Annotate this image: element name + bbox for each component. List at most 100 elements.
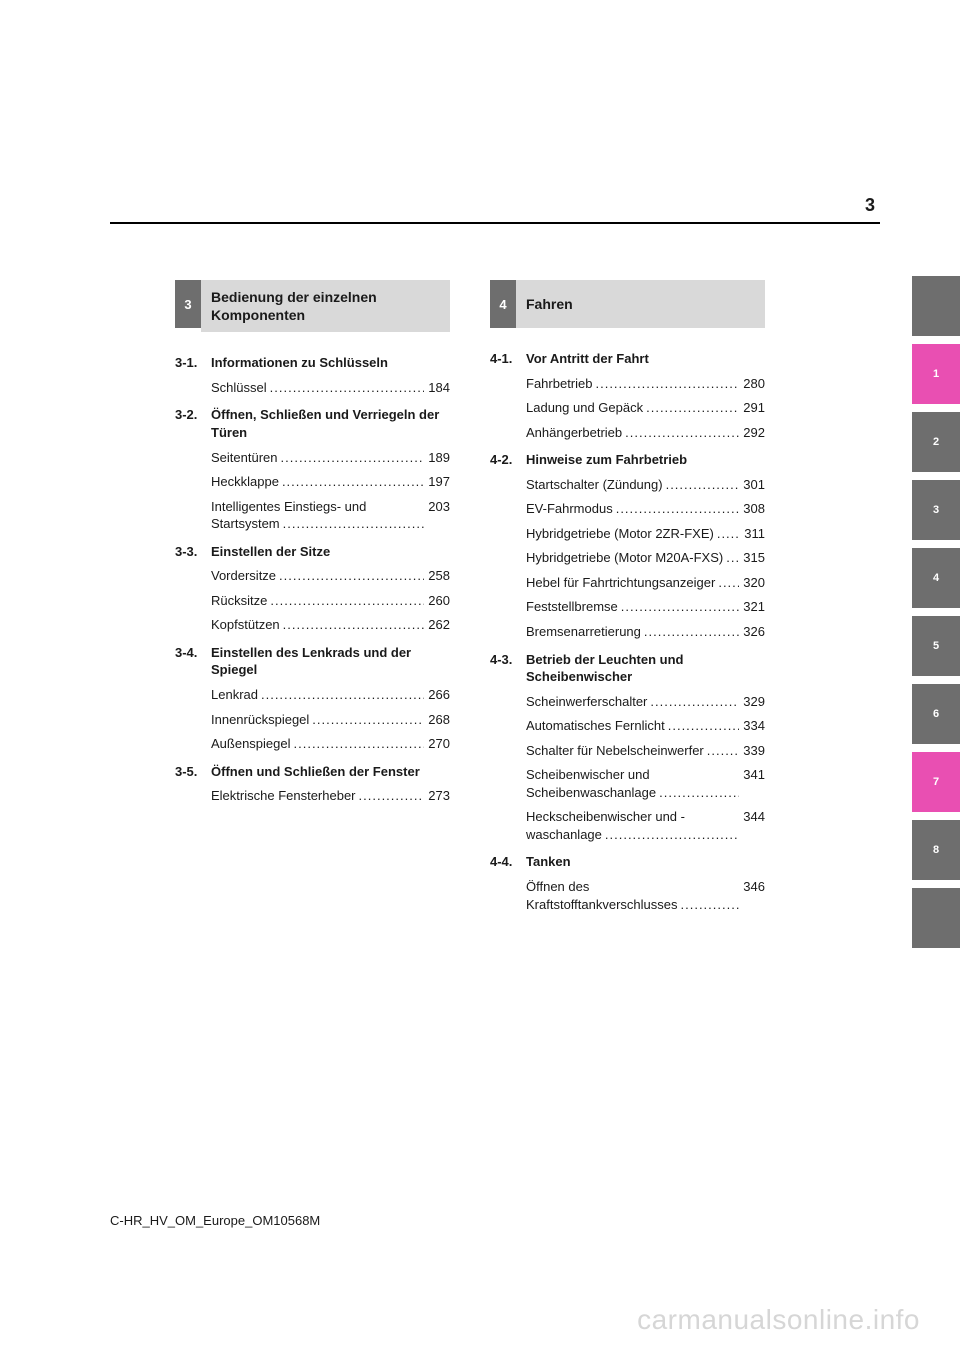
toc-entry-label: Scheibenwischer und Scheibenwaschanlage — [526, 766, 739, 801]
toc-entry-label: Anhängerbetrieb — [526, 424, 739, 442]
toc-entry[interactable]: Intelligentes Einstiegs- und Startsystem… — [211, 498, 450, 533]
section-number: 4-2. — [490, 451, 526, 469]
side-tab[interactable]: 8 — [912, 820, 960, 880]
toc-entry-page: 203 — [424, 498, 450, 533]
toc-entry[interactable]: Anhängerbetrieb292 — [526, 424, 765, 442]
toc-entry[interactable]: Schlüssel184 — [211, 379, 450, 397]
toc-entry[interactable]: Innenrückspiegel268 — [211, 711, 450, 729]
toc-entry-page: 326 — [739, 623, 765, 641]
toc-entry[interactable]: Startschalter (Zündung)301 — [526, 476, 765, 494]
toc-entry[interactable]: Rücksitze260 — [211, 592, 450, 610]
side-tab[interactable]: 6 — [912, 684, 960, 744]
toc-entry[interactable]: Lenkrad266 — [211, 686, 450, 704]
toc-entry[interactable]: Außenspiegel270 — [211, 735, 450, 753]
section-number: 4-4. — [490, 853, 526, 871]
toc-entry-page: 197 — [424, 473, 450, 491]
toc-entry-page: 321 — [739, 598, 765, 616]
section-heading: 4-2.Hinweise zum Fahrbetrieb — [490, 451, 765, 469]
toc-entry-label: Vordersitze — [211, 567, 424, 585]
toc-entry[interactable]: Seitentüren189 — [211, 449, 450, 467]
toc-entry-page: 311 — [740, 525, 765, 543]
side-tab[interactable]: 7 — [912, 752, 960, 812]
toc-entry-page: 346 — [739, 878, 765, 913]
toc-entry[interactable]: Ladung und Gepäck291 — [526, 399, 765, 417]
toc-entry[interactable]: EV-Fahrmodus308 — [526, 500, 765, 518]
toc-entry-label: Hybridgetriebe (Motor M20A-FXS) — [526, 549, 739, 567]
chapter-number-badge: 3 — [175, 280, 201, 328]
watermark: carmanualsonline.info — [637, 1304, 920, 1336]
side-tab[interactable]: 4 — [912, 548, 960, 608]
toc-section: 4-3.Betrieb der Leuchten und Scheibenwis… — [490, 651, 765, 844]
chapter-header: 4Fahren — [490, 280, 765, 328]
toc-columns: 3Bedienung der einzelnen Komponenten 3-1.… — [175, 280, 765, 921]
toc-entry[interactable]: Feststellbremse321 — [526, 598, 765, 616]
toc-column-right: 4Fahren4-1.Vor Antritt der FahrtFahrbetr… — [490, 280, 765, 921]
toc-section: 3-2.Öffnen, Schließen und Verriegeln der… — [175, 406, 450, 532]
toc-entry[interactable]: Kopfstützen262 — [211, 616, 450, 634]
chapter-title: Bedienung der einzelnen Komponenten — [201, 280, 450, 332]
toc-entry-label: Schalter für Nebelscheinwerfer — [526, 742, 739, 760]
toc-entry-label: Automatisches Fernlicht — [526, 717, 739, 735]
section-title: Tanken — [526, 853, 765, 871]
section-heading: 3-4.Einstellen des Lenkrads und der Spie… — [175, 644, 450, 679]
toc-entry[interactable]: Schalter für Nebelscheinwerfer339 — [526, 742, 765, 760]
header-rule — [110, 222, 880, 224]
toc-entry-page: 344 — [739, 808, 765, 843]
section-number: 3-5. — [175, 763, 211, 781]
toc-section: 3-5.Öffnen und Schließen der Fenster Elek… — [175, 763, 450, 805]
toc-entry-page: 315 — [739, 549, 765, 567]
toc-entry[interactable]: Automatisches Fernlicht334 — [526, 717, 765, 735]
side-tab[interactable]: 3 — [912, 480, 960, 540]
toc-entry[interactable]: Hybridgetriebe (Motor M20A-FXS)315 — [526, 549, 765, 567]
toc-entry[interactable]: Heckscheibenwischer und -waschanlage344 — [526, 808, 765, 843]
side-tab[interactable]: 5 — [912, 616, 960, 676]
side-tab[interactable]: 2 — [912, 412, 960, 472]
section-number: 3-1. — [175, 354, 211, 372]
toc-section: 4-2.Hinweise zum Fahrbetrieb Startschalte… — [490, 451, 765, 640]
toc-entry-label: Bremsenarretierung — [526, 623, 739, 641]
chapter-title: Fahren — [516, 280, 765, 328]
section-number: 3-4. — [175, 644, 211, 679]
section-number: 4-3. — [490, 651, 526, 686]
toc-entry-label: Feststellbremse — [526, 598, 739, 616]
toc-entry-label: Lenkrad — [211, 686, 424, 704]
side-tab[interactable] — [912, 888, 960, 948]
toc-entry-label: Scheinwerferschalter — [526, 693, 739, 711]
toc-entry-page: 291 — [739, 399, 765, 417]
toc-entry[interactable]: Bremsenarretierung326 — [526, 623, 765, 641]
toc-entry[interactable]: Öffnen des Kraftstofftankverschlusses346 — [526, 878, 765, 913]
toc-section: 3-1.Informationen zu Schlüsseln Schlüssel… — [175, 354, 450, 396]
toc-entry-label: Startschalter (Zündung) — [526, 476, 739, 494]
toc-entry-label: Hebel für Fahrtrichtungsanzeiger — [526, 574, 739, 592]
side-tab[interactable]: 1 — [912, 344, 960, 404]
section-heading: 3-3.Einstellen der Sitze — [175, 543, 450, 561]
toc-entry[interactable]: Scheinwerferschalter329 — [526, 693, 765, 711]
toc-entry-page: 334 — [739, 717, 765, 735]
toc-entry-page: 273 — [424, 787, 450, 805]
toc-entry-label: Seitentüren — [211, 449, 424, 467]
toc-entry[interactable]: Vordersitze258 — [211, 567, 450, 585]
toc-section: 4-4.Tanken Öffnen des Kraftstofftankversc… — [490, 853, 765, 913]
toc-entry-page: 184 — [424, 379, 450, 397]
toc-entry[interactable]: Elektrische Fensterheber273 — [211, 787, 450, 805]
toc-entry-label: Schlüssel — [211, 379, 424, 397]
side-tab[interactable] — [912, 276, 960, 336]
toc-entry-label: Innenrückspiegel — [211, 711, 424, 729]
toc-entry[interactable]: Scheibenwischer und Scheibenwaschanlage3… — [526, 766, 765, 801]
toc-section: 3-3.Einstellen der Sitze Vordersitze258 Rü… — [175, 543, 450, 634]
section-heading: 3-2.Öffnen, Schließen und Verriegeln der… — [175, 406, 450, 441]
section-heading: 4-3.Betrieb der Leuchten und Scheibenwis… — [490, 651, 765, 686]
toc-entry[interactable]: Hybridgetriebe (Motor 2ZR-FXE)311 — [526, 525, 765, 543]
section-heading: 3-5.Öffnen und Schließen der Fenster — [175, 763, 450, 781]
section-heading: 3-1.Informationen zu Schlüsseln — [175, 354, 450, 372]
section-title: Öffnen, Schließen und Verriegeln der Tür… — [211, 406, 450, 441]
section-number: 3-2. — [175, 406, 211, 441]
toc-entry-label: Außenspiegel — [211, 735, 424, 753]
toc-entry[interactable]: Heckklappe197 — [211, 473, 450, 491]
toc-entry-page: 292 — [739, 424, 765, 442]
toc-entry-page: 339 — [739, 742, 765, 760]
toc-entry[interactable]: Hebel für Fahrtrichtungsanzeiger320 — [526, 574, 765, 592]
toc-entry[interactable]: Fahrbetrieb280 — [526, 375, 765, 393]
side-tabs: 1 2 3 4 5 6 7 8 — [912, 276, 960, 956]
toc-entry-page: 329 — [739, 693, 765, 711]
